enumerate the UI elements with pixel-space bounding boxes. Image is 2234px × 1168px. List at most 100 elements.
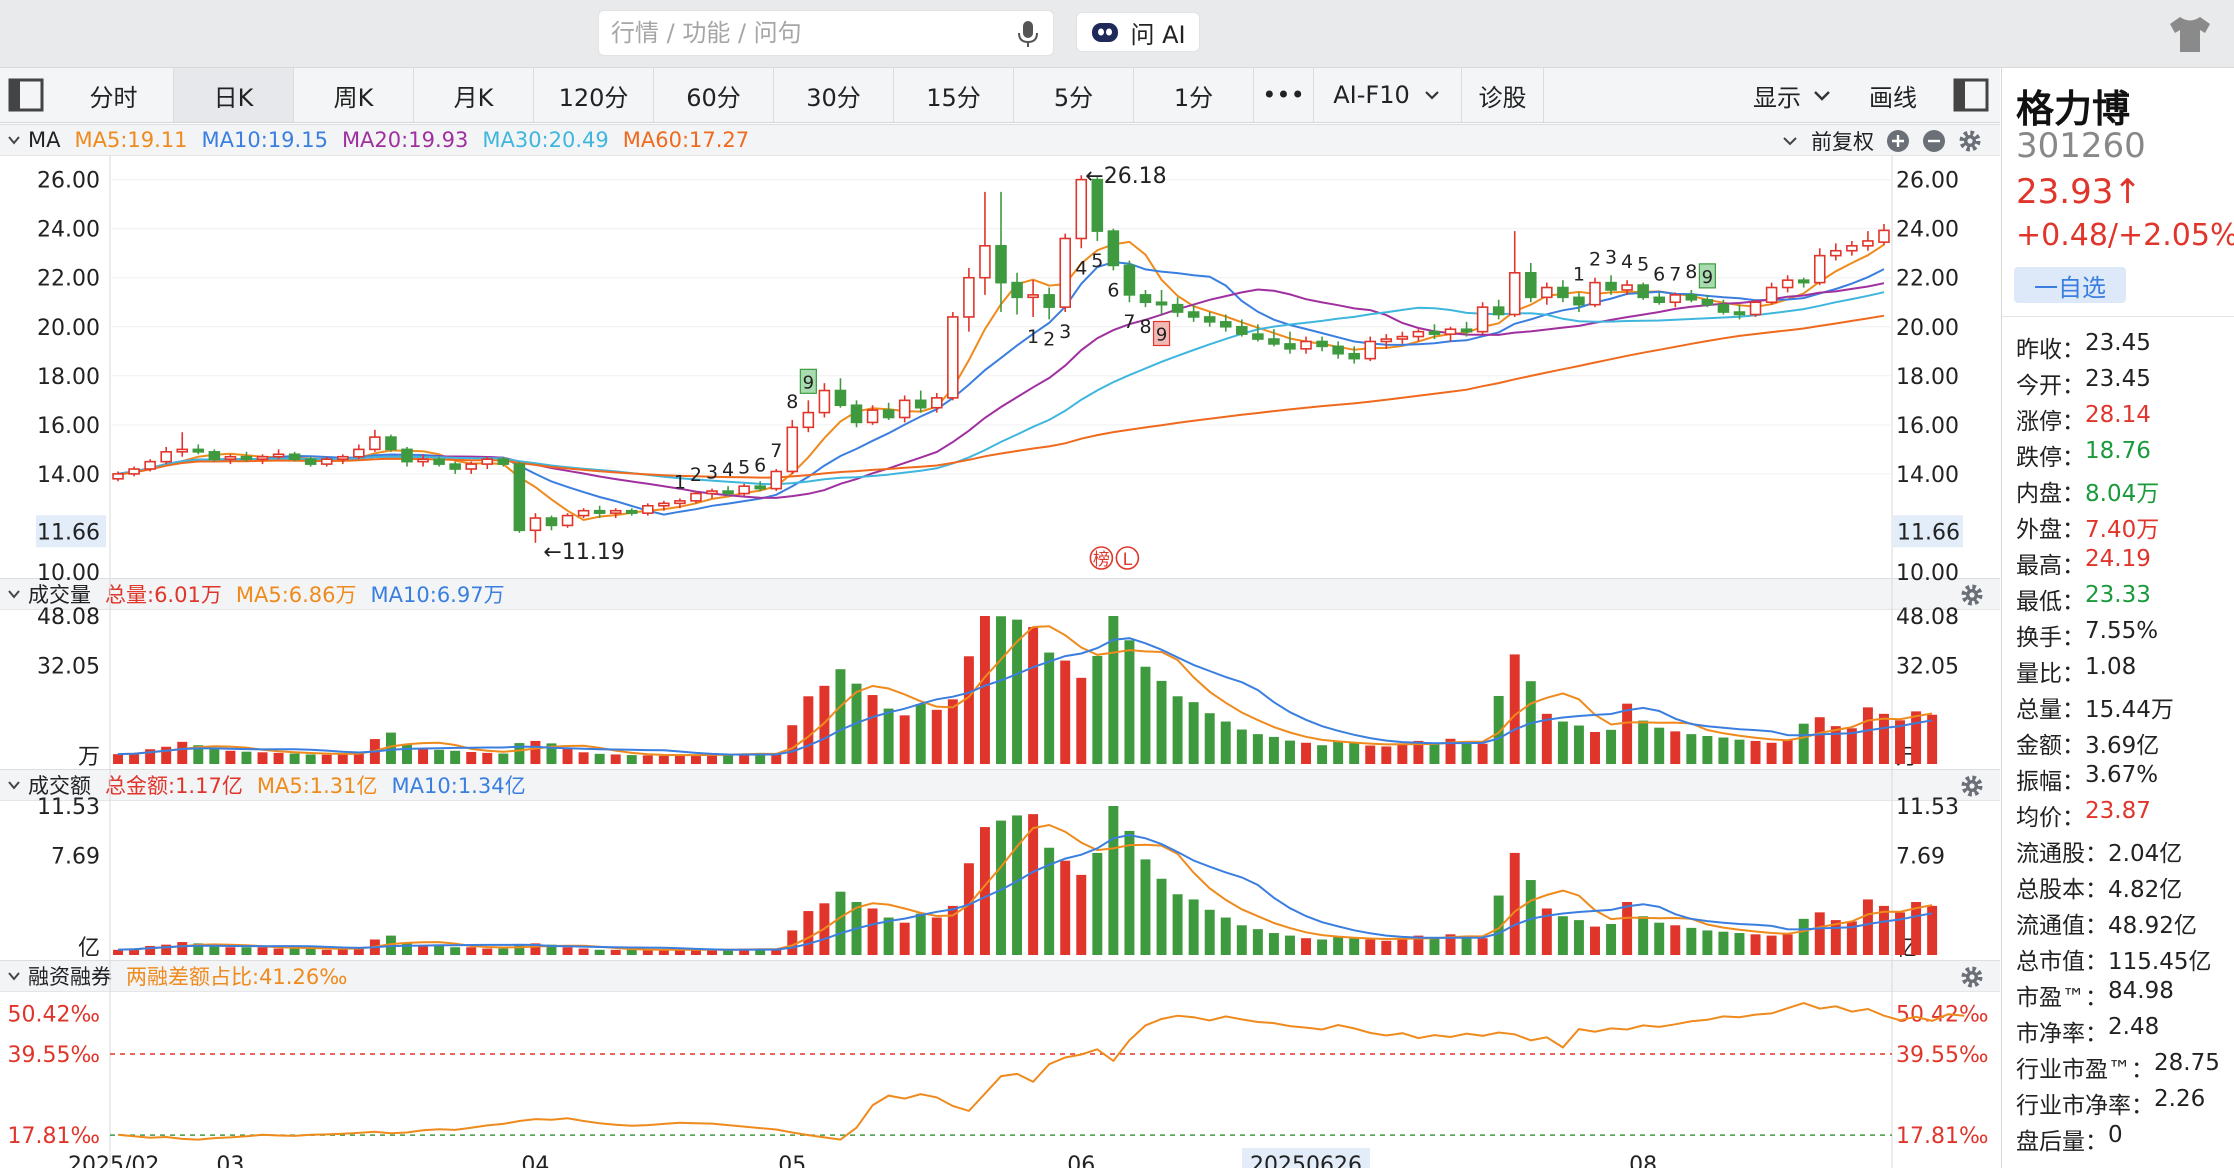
tab-period-2[interactable]: 周K <box>294 68 414 122</box>
stat-key: 量比： <box>2016 661 2085 687</box>
rank-badge[interactable] <box>1089 546 1114 570</box>
volume-bar <box>177 741 188 764</box>
margin-tick-right: 50.42‰ <box>1896 1002 1989 1027</box>
search-input[interactable] <box>611 11 1011 55</box>
ask-ai-button[interactable]: 问 AI <box>1076 12 1200 52</box>
collapse-chevron-icon[interactable] <box>0 132 28 148</box>
stat-row: 昨收： 23.45 <box>2016 330 2234 366</box>
volume-bar <box>1156 680 1167 764</box>
amount-bar <box>353 947 364 955</box>
candle-body <box>112 473 124 480</box>
right-panel-toggle-icon[interactable] <box>1953 77 1989 113</box>
draw-line-button[interactable]: 画线 <box>1852 68 1934 122</box>
candle-body <box>1428 330 1441 335</box>
volume-bar <box>337 753 348 764</box>
amount-tick-left: 11.53 <box>37 795 100 820</box>
stat-value: 48.92亿 <box>2108 913 2197 939</box>
search-box[interactable] <box>598 10 1054 56</box>
candle-body <box>561 514 574 527</box>
amount-ma5-line <box>117 823 1933 951</box>
candle-body <box>754 485 766 490</box>
tab-period-1[interactable]: 日K <box>174 68 294 122</box>
watchlist-button[interactable]: 一自选 <box>2014 267 2126 303</box>
td-count-label: 9 <box>803 372 814 393</box>
collapse-chevron-icon[interactable] <box>0 586 28 602</box>
left-panel-toggle-icon[interactable] <box>8 77 44 113</box>
stat-key: 市净率： <box>2016 1021 2108 1047</box>
tshirt-icon[interactable] <box>2166 14 2214 54</box>
candle-body <box>1412 330 1425 338</box>
volume-tick-left: 48.08 <box>37 605 100 630</box>
candle-body <box>979 245 991 279</box>
td-nine-box <box>1152 320 1171 347</box>
amount-title: 成交额 <box>28 774 91 798</box>
collapse-chevron-icon[interactable] <box>0 968 28 984</box>
l-badge[interactable] <box>1115 546 1140 570</box>
adjust-mode-label[interactable]: 前复权 <box>1811 130 1874 154</box>
tab-period-3[interactable]: 月K <box>414 68 534 122</box>
tab-period-9[interactable]: 1分 <box>1134 68 1254 122</box>
gear-icon[interactable] <box>1960 583 1984 607</box>
candle-body <box>1268 338 1280 345</box>
td-count-label: 8 <box>1685 261 1697 283</box>
volume-tick-left: 32.05 <box>37 654 100 679</box>
stat-row: 市净率： 2.48 <box>2016 1014 2234 1050</box>
volume-bar <box>1541 713 1552 764</box>
volume-bar <box>1108 616 1119 764</box>
stat-value: 7.40万 <box>2085 517 2160 543</box>
td-count-label: 2 <box>1589 249 1601 271</box>
tab-period-8[interactable]: 5分 <box>1014 68 1134 122</box>
tab-ai-f10[interactable]: AI-F10 <box>1314 68 1462 122</box>
stat-value: 3.67% <box>2085 762 2159 788</box>
amount-bar <box>963 863 974 955</box>
candle-body <box>176 448 189 453</box>
rank-badge-text: 榜 <box>1093 550 1110 570</box>
tab-period-0[interactable]: 分时 <box>54 68 174 122</box>
stat-value: 23.87 <box>2085 798 2151 824</box>
amount-bar <box>1204 909 1215 955</box>
chevron-down-icon[interactable] <box>1781 132 1799 150</box>
gear-icon[interactable] <box>1960 965 1984 989</box>
volume-bar <box>1927 714 1938 764</box>
candle-body <box>834 389 847 407</box>
stat-value: 24.19 <box>2085 546 2151 572</box>
amount-bar <box>1012 815 1023 955</box>
stat-value: 23.33 <box>2085 582 2151 608</box>
zoom-out-icon[interactable] <box>1922 129 1946 153</box>
zoom-in-icon[interactable] <box>1886 129 1910 153</box>
gear-icon[interactable] <box>1960 774 1984 798</box>
tab-more[interactable]: ••• <box>1254 68 1314 122</box>
tab-diagnose[interactable]: 诊股 <box>1462 68 1544 122</box>
candle-body <box>1797 279 1810 284</box>
volume-bar <box>1461 742 1472 764</box>
ma-line-ma60 <box>117 314 1885 479</box>
amount-bar <box>931 917 942 955</box>
td-count-label: 4 <box>1075 257 1087 279</box>
stat-key: 内盘： <box>2016 481 2085 507</box>
stat-row: 最高： 24.19 <box>2016 546 2234 582</box>
tab-period-5[interactable]: 60分 <box>654 68 774 122</box>
tab-period-4[interactable]: 120分 <box>534 68 654 122</box>
volume-panel-header: 成交量 总量:6.01万 MA5:6.86万 MA10:6.97万 <box>0 578 2000 610</box>
microphone-icon[interactable] <box>1017 20 1039 48</box>
stat-key: 涨停： <box>2016 409 2085 435</box>
display-dropdown[interactable]: 显示 <box>1736 68 1850 122</box>
tab-period-7[interactable]: 15分 <box>894 68 1014 122</box>
volume-bar <box>1782 740 1793 764</box>
volume-bar <box>610 754 621 764</box>
amount-bar <box>1557 916 1568 955</box>
x-axis-label: 04 <box>521 1153 549 1168</box>
volume-bar <box>113 754 124 764</box>
amount-bar <box>755 948 766 955</box>
kline-chart[interactable]: 26.00 26.00 24.00 24.00 22.00 22.00 20.00 20.00… <box>0 0 2000 1168</box>
amount-bar <box>482 948 493 955</box>
amount-bar <box>1156 878 1167 955</box>
tab-period-6[interactable]: 30分 <box>774 68 894 122</box>
gear-icon[interactable] <box>1958 129 1982 153</box>
collapse-chevron-icon[interactable] <box>0 777 28 793</box>
candle-body <box>1557 286 1569 299</box>
amount-bar <box>996 820 1006 955</box>
volume-bar <box>883 708 894 764</box>
candle-body <box>1380 338 1393 343</box>
candle-body <box>1862 240 1874 247</box>
